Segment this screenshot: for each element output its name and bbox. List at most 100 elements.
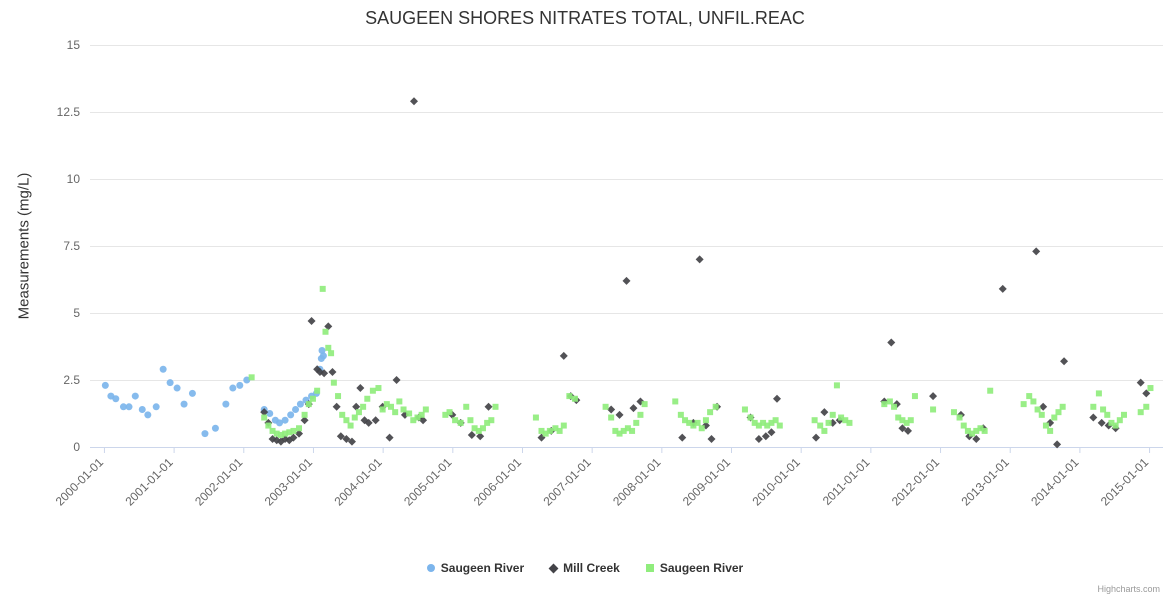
data-point[interactable]: [552, 425, 559, 432]
data-point[interactable]: [1032, 247, 1041, 256]
data-point[interactable]: [347, 422, 354, 429]
data-point[interactable]: [320, 369, 329, 378]
data-point[interactable]: [409, 97, 418, 106]
data-point[interactable]: [392, 409, 399, 416]
data-point[interactable]: [343, 417, 350, 424]
data-point[interactable]: [266, 410, 274, 417]
data-point[interactable]: [761, 432, 770, 441]
data-point[interactable]: [379, 406, 386, 413]
data-point[interactable]: [387, 403, 394, 410]
data-point[interactable]: [899, 417, 906, 424]
data-point[interactable]: [972, 434, 981, 443]
data-point[interactable]: [930, 406, 937, 413]
data-point[interactable]: [560, 422, 567, 429]
data-point[interactable]: [173, 384, 181, 392]
data-point[interactable]: [747, 414, 754, 421]
data-point[interactable]: [1142, 389, 1151, 398]
data-point[interactable]: [286, 429, 293, 436]
data-point[interactable]: [396, 398, 403, 405]
data-point[interactable]: [159, 365, 167, 373]
data-point[interactable]: [629, 427, 636, 434]
data-point[interactable]: [360, 403, 367, 410]
data-point[interactable]: [964, 427, 971, 434]
data-point[interactable]: [694, 419, 701, 426]
data-point[interactable]: [319, 352, 327, 360]
data-point[interactable]: [269, 427, 276, 434]
data-point[interactable]: [751, 419, 758, 426]
data-point[interactable]: [355, 409, 362, 416]
data-point[interactable]: [811, 417, 818, 424]
data-point[interactable]: [296, 400, 304, 408]
data-point[interactable]: [846, 419, 853, 426]
data-point[interactable]: [1051, 414, 1058, 421]
data-point[interactable]: [488, 417, 495, 424]
data-point[interactable]: [907, 417, 914, 424]
data-point[interactable]: [290, 427, 297, 434]
data-point[interactable]: [1020, 401, 1027, 408]
data-point[interactable]: [318, 347, 326, 355]
legend-item-mill-creek[interactable]: Mill Creek: [548, 561, 620, 575]
data-point[interactable]: [532, 414, 539, 421]
data-point[interactable]: [236, 381, 244, 389]
data-point[interactable]: [479, 425, 486, 432]
data-point[interactable]: [690, 422, 697, 429]
data-point[interactable]: [471, 425, 478, 432]
data-point[interactable]: [755, 422, 762, 429]
data-point[interactable]: [607, 405, 616, 414]
data-point[interactable]: [829, 411, 836, 418]
legend-item-saugeen-river-blue[interactable]: Saugeen River: [426, 561, 524, 575]
data-point[interactable]: [895, 414, 902, 421]
data-point[interactable]: [1143, 403, 1150, 410]
data-point[interactable]: [776, 422, 783, 429]
data-point[interactable]: [842, 417, 849, 424]
data-point[interactable]: [457, 419, 464, 426]
data-point[interactable]: [672, 398, 679, 405]
data-point[interactable]: [277, 431, 284, 438]
data-point[interactable]: [1137, 409, 1144, 416]
data-point[interactable]: [222, 400, 230, 408]
data-point[interactable]: [969, 430, 976, 437]
data-point[interactable]: [741, 406, 748, 413]
data-point[interactable]: [282, 430, 289, 437]
data-point[interactable]: [903, 426, 912, 435]
data-point[interactable]: [336, 432, 345, 441]
data-point[interactable]: [314, 387, 321, 394]
data-point[interactable]: [881, 401, 888, 408]
data-point[interactable]: [492, 403, 499, 410]
data-point[interactable]: [364, 395, 371, 402]
data-point[interactable]: [138, 405, 146, 413]
data-point[interactable]: [1104, 411, 1111, 418]
data-point[interactable]: [325, 344, 332, 351]
data-point[interactable]: [1089, 413, 1098, 422]
data-point[interactable]: [620, 427, 627, 434]
data-point[interactable]: [144, 411, 152, 419]
data-point[interactable]: [422, 406, 429, 413]
data-point[interactable]: [419, 416, 428, 425]
data-point[interactable]: [296, 425, 303, 432]
data-point[interactable]: [903, 419, 910, 426]
data-point[interactable]: [608, 414, 615, 421]
data-point[interactable]: [898, 424, 907, 433]
data-point[interactable]: [152, 403, 160, 411]
data-point[interactable]: [637, 411, 644, 418]
data-point[interactable]: [886, 398, 893, 405]
data-point[interactable]: [633, 419, 640, 426]
data-point[interactable]: [356, 384, 365, 393]
data-point[interactable]: [998, 284, 1007, 293]
data-point[interactable]: [678, 433, 687, 442]
data-point[interactable]: [1136, 378, 1145, 387]
data-point[interactable]: [295, 429, 304, 438]
data-point[interactable]: [538, 427, 545, 434]
data-point[interactable]: [328, 367, 337, 376]
data-point[interactable]: [446, 409, 453, 416]
data-point[interactable]: [566, 393, 573, 400]
data-point[interactable]: [1108, 419, 1115, 426]
data-point[interactable]: [319, 285, 326, 292]
data-point[interactable]: [702, 417, 709, 424]
data-point[interactable]: [698, 425, 705, 432]
data-point[interactable]: [602, 403, 609, 410]
data-point[interactable]: [559, 351, 568, 360]
data-point[interactable]: [682, 417, 689, 424]
data-point[interactable]: [406, 410, 413, 417]
data-point[interactable]: [369, 387, 376, 394]
